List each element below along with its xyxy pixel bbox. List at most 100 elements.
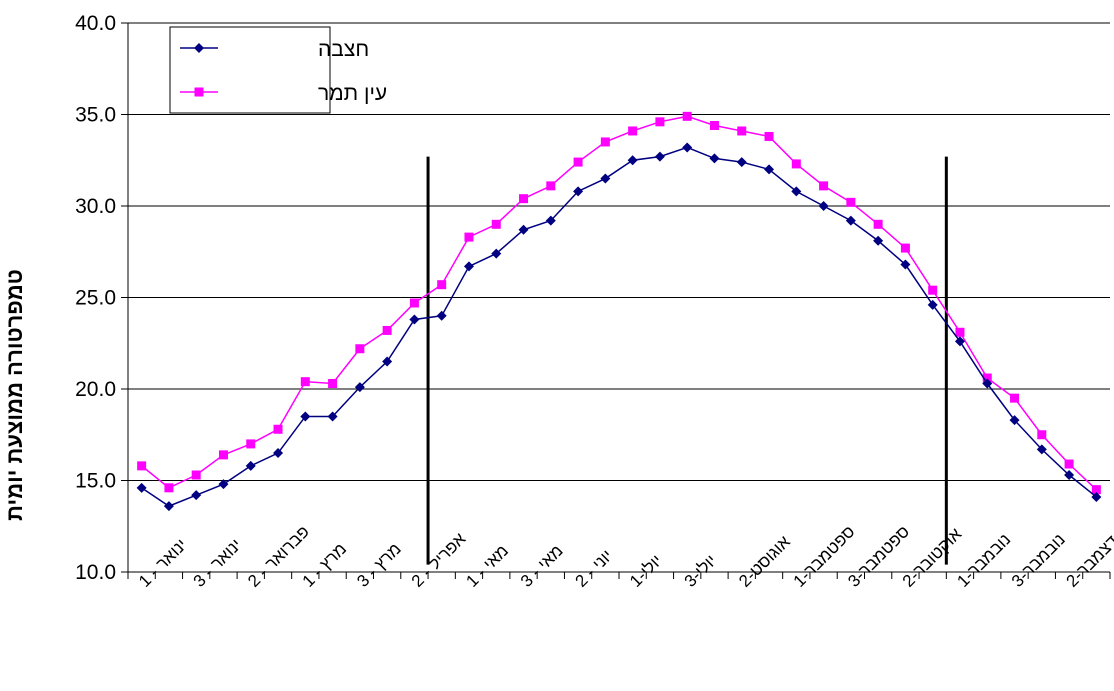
series-line-1 [141, 146, 1097, 507]
data-point-series-1 [982, 378, 993, 389]
x-tick-label: אפריל - 2 [408, 529, 470, 591]
legend-marker-1 [194, 43, 204, 53]
data-point-series-2 [137, 461, 147, 471]
data-point-series-1 [409, 314, 420, 325]
data-point-series-1 [136, 482, 147, 493]
data-point-series-1 [573, 186, 584, 197]
series-line-2 [141, 115, 1097, 491]
data-point-series-1 [654, 151, 665, 162]
vertical-markers [426, 156, 948, 565]
data-point-series-1 [791, 186, 802, 197]
data-point-series-2 [300, 377, 310, 387]
x-tick-label: נובמבר-3 [1008, 530, 1069, 591]
data-point-series-1 [709, 153, 720, 164]
data-point-series-1 [545, 215, 556, 226]
y-tick-label: 30.0 [75, 195, 116, 218]
y-axis-label: טמפרטורה ממוצעת יומית [2, 269, 27, 521]
legend-entry-1: חצבה [180, 38, 369, 61]
data-point-series-2 [846, 197, 856, 207]
data-point-series-2 [546, 181, 556, 191]
legend-box [169, 26, 331, 114]
data-point-series-2 [819, 181, 829, 191]
data-point-series-1 [436, 310, 447, 321]
data-point-series-2 [600, 137, 610, 147]
x-tick-label: אוגוסט-2 [735, 532, 794, 591]
data-point-series-1 [845, 215, 856, 226]
data-point-series-1 [163, 501, 174, 512]
data-point-series-2 [491, 219, 501, 229]
data-point-series-1 [1091, 491, 1102, 502]
x-tick-label: יולי-3 [681, 551, 721, 591]
data-point-series-2 [709, 120, 719, 130]
y-tick-label: 10.0 [75, 561, 116, 584]
data-point-series-2 [273, 424, 283, 434]
x-tick-label: ינואר - 3 [190, 535, 246, 591]
data-point-series-1 [1064, 470, 1075, 481]
data-point-series-2 [628, 126, 638, 136]
data-point-series-2 [464, 232, 474, 242]
data-point-series-1 [1009, 415, 1020, 426]
x-tick-label: דצמבר-2 [1062, 532, 1114, 591]
y-tick-label: 25.0 [75, 287, 116, 310]
data-point-series-2 [1037, 430, 1047, 440]
data-point-series-2 [1091, 485, 1101, 495]
y-tick-label: 40.0 [75, 12, 116, 35]
x-tick-label: מאי - 1 [462, 541, 512, 591]
data-point-series-1 [764, 164, 775, 175]
data-point-series-2 [355, 344, 365, 354]
data-point-series-2 [246, 439, 256, 449]
x-tick-label: מאי - 3 [517, 541, 567, 591]
data-point-series-1 [873, 235, 884, 246]
data-point-series-1 [354, 382, 365, 393]
legend-label-1: חצבה [318, 38, 369, 61]
data-point-series-2 [1064, 459, 1074, 469]
x-tick-label: מרץ - 3 [353, 539, 405, 591]
data-point-series-1 [300, 411, 311, 422]
data-point-series-1 [1036, 444, 1047, 455]
data-point-series-1 [245, 460, 256, 471]
data-point-series-2 [955, 327, 965, 337]
x-tick-label: יוני - 2 [571, 546, 616, 591]
x-tick-label: ינואר - 1 [135, 535, 191, 591]
data-point-series-1 [682, 142, 693, 153]
data-point-series-2 [437, 280, 447, 290]
legend-entry-2: עין תמר [180, 82, 387, 105]
data-point-series-1 [736, 157, 747, 168]
data-point-series-1 [900, 259, 911, 270]
data-point-series-1 [927, 299, 938, 310]
data-point-series-1 [273, 448, 284, 459]
data-point-series-2 [191, 470, 201, 480]
data-point-series-2 [655, 117, 665, 127]
legend-marker-2 [194, 87, 204, 97]
data-point-series-1 [382, 356, 393, 367]
data-point-series-2 [1010, 393, 1020, 403]
data-point-series-1 [327, 411, 338, 422]
x-tick-label: יולי-1 [626, 551, 666, 591]
data-point-series-1 [627, 155, 638, 166]
data-point-series-2 [764, 131, 774, 141]
legend: חצבה עין תמר [169, 26, 387, 114]
data-point-series-1 [491, 248, 502, 259]
x-tick-label: מרץ - 1 [299, 539, 351, 591]
data-point-series-1 [518, 224, 529, 235]
data-point-series-2 [519, 194, 529, 204]
y-tick-label: 35.0 [75, 104, 116, 127]
data-point-series-1 [463, 261, 474, 272]
series [136, 111, 1102, 512]
data-point-series-2 [164, 483, 174, 493]
data-point-series-1 [191, 490, 202, 501]
legend-label-2: עין תמר [318, 82, 387, 105]
data-point-series-2 [382, 325, 392, 335]
data-point-series-2 [900, 243, 910, 253]
data-point-series-1 [218, 479, 229, 490]
data-point-series-2 [682, 111, 692, 121]
y-tick-label: 15.0 [75, 470, 116, 493]
data-point-series-2 [573, 157, 583, 167]
data-point-series-1 [954, 336, 965, 347]
data-point-series-2 [737, 126, 747, 136]
data-point-series-2 [873, 219, 883, 229]
data-point-series-2 [409, 298, 419, 308]
data-point-series-1 [818, 201, 829, 211]
data-point-series-2 [791, 159, 801, 169]
